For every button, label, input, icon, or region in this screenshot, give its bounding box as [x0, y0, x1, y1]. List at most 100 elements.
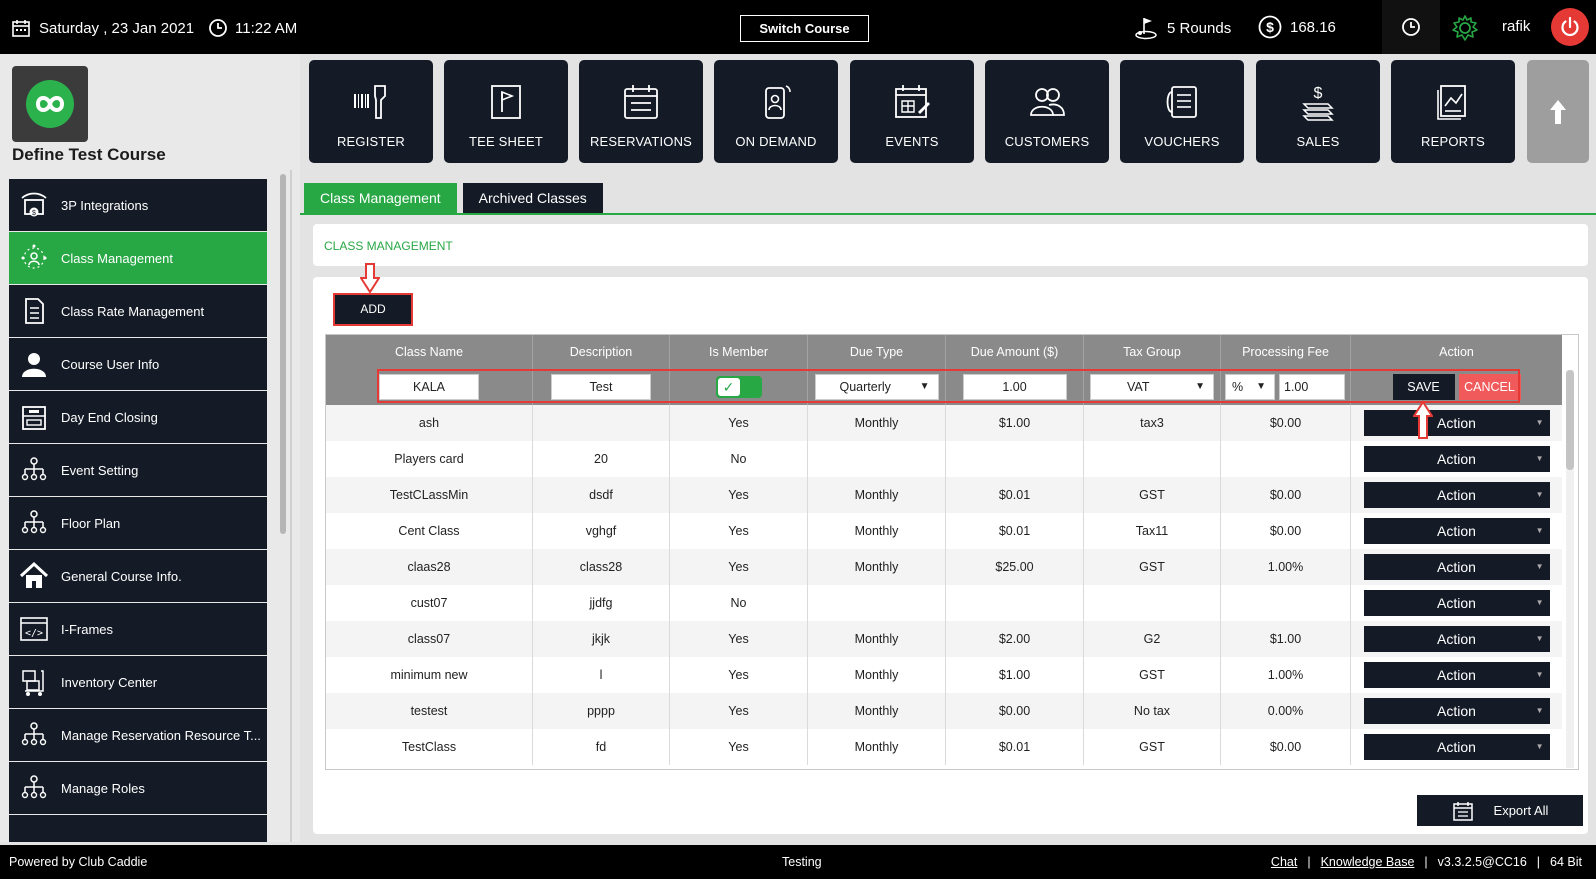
- history-button[interactable]: [1382, 0, 1440, 54]
- powered-by: Powered by Club Caddie: [9, 855, 148, 869]
- svg-text:$: $: [1314, 85, 1323, 102]
- sidebar-item-course-user-info[interactable]: Course User Info: [9, 338, 267, 390]
- header-due-type[interactable]: Due Type: [808, 335, 946, 369]
- sidebar-item-partial[interactable]: [9, 815, 267, 842]
- action-dropdown[interactable]: Action ▼: [1363, 482, 1550, 508]
- sidebar-item-floor-plan[interactable]: Floor Plan: [9, 497, 267, 549]
- fee-type-select[interactable]: % ▼: [1225, 374, 1275, 400]
- event-calendar-icon: [895, 85, 930, 118]
- tax-group-select[interactable]: VAT ▼: [1090, 374, 1214, 400]
- calendar-export-icon: [1452, 801, 1473, 821]
- class-name-input[interactable]: KALA: [379, 374, 479, 400]
- switch-course-button[interactable]: Switch Course: [740, 15, 869, 42]
- integration-icon: $: [13, 179, 55, 231]
- add-button[interactable]: ADD: [333, 293, 413, 326]
- table-row[interactable]: ash Yes Monthly $1.00 tax3 $0.00 Action ▼: [326, 405, 1562, 441]
- action-dropdown[interactable]: Action ▼: [1363, 554, 1550, 580]
- sidebar-item-class-management[interactable]: Class Management: [9, 232, 267, 284]
- due-amount-input[interactable]: 1.00: [962, 374, 1067, 400]
- action-dropdown[interactable]: Action ▼: [1363, 446, 1550, 472]
- nav-events[interactable]: EVENTS: [850, 60, 974, 163]
- sidebar-item-label: Class Rate Management: [61, 303, 205, 319]
- settings-button[interactable]: [1450, 13, 1480, 43]
- table-row[interactable]: testest pppp Yes Monthly $0.00 No tax 0.00% Act…: [326, 693, 1562, 729]
- header-class-name[interactable]: Class Name: [326, 335, 533, 369]
- check-icon: ✓: [717, 378, 740, 396]
- sidebar-item-event-setting[interactable]: Event Setting: [9, 444, 267, 496]
- action-dropdown[interactable]: Action ▼: [1363, 662, 1550, 688]
- tab-class-management[interactable]: Class Management: [304, 183, 457, 213]
- table-row[interactable]: Cent Class vghgf Yes Monthly $0.01 Tax11 $0.00…: [326, 513, 1562, 549]
- action-dropdown[interactable]: Action ▼: [1363, 698, 1550, 724]
- rounds-display[interactable]: 5 Rounds: [1133, 16, 1231, 40]
- table-row[interactable]: cust07 jjdfg No Action ▼: [326, 585, 1562, 621]
- table-row[interactable]: TestCLassMin dsdf Yes Monthly $0.01 GST $0.00 A…: [326, 477, 1562, 513]
- cell-due-type: Monthly: [808, 513, 946, 549]
- save-button[interactable]: SAVE: [1392, 374, 1455, 400]
- version-text: v3.3.2.5@CC16: [1437, 855, 1527, 869]
- username[interactable]: rafik: [1502, 18, 1531, 35]
- dollar-stack-icon: $: [1302, 85, 1334, 121]
- nav-reports[interactable]: REPORTS: [1391, 60, 1515, 163]
- table-header-row: Class Name Description Is Member Due Typ…: [326, 335, 1562, 369]
- due-type-select[interactable]: Quarterly ▼: [814, 374, 939, 400]
- users-icon: [1030, 88, 1065, 116]
- table-row[interactable]: minimum new l Yes Monthly $1.00 GST 1.00% Actio…: [326, 657, 1562, 693]
- header-is-member[interactable]: Is Member: [670, 335, 808, 369]
- arrow-up-icon: [1550, 99, 1566, 124]
- sidebar-item-3p-integrations[interactable]: $ 3P Integrations: [9, 179, 267, 231]
- action-dropdown[interactable]: Action ▼: [1363, 734, 1550, 760]
- balance-display[interactable]: $ 168.16: [1258, 15, 1336, 39]
- cash-register-icon: [13, 391, 55, 443]
- nav-on-demand[interactable]: ON DEMAND: [714, 60, 838, 163]
- header-tax-group[interactable]: Tax Group: [1084, 335, 1221, 369]
- action-dropdown[interactable]: Action ▼: [1363, 518, 1550, 544]
- sidebar-item-class-rate-management[interactable]: Class Rate Management: [9, 285, 267, 337]
- header-due-amount[interactable]: Due Amount ($): [946, 335, 1084, 369]
- sidebar-item-manage-reservation-resource[interactable]: Manage Reservation Resource T...: [9, 709, 267, 761]
- is-member-toggle[interactable]: ✓: [715, 376, 762, 398]
- sidebar-item-manage-roles[interactable]: Manage Roles: [9, 762, 267, 814]
- nav-sales[interactable]: $ SALES: [1256, 60, 1380, 163]
- nav-register[interactable]: REGISTER: [309, 60, 433, 163]
- nav-tee-sheet[interactable]: TEE SHEET: [444, 60, 568, 163]
- sidebar-item-label: Class Management: [61, 250, 173, 266]
- nav-customers[interactable]: CUSTOMERS: [985, 60, 1109, 163]
- header-processing-fee[interactable]: Processing Fee: [1221, 335, 1351, 369]
- table-row[interactable]: class07 jkjk Yes Monthly $2.00 G2 $1.00 Action ▼: [326, 621, 1562, 657]
- action-dropdown[interactable]: Action ▼: [1363, 590, 1550, 616]
- action-dropdown[interactable]: Action ▼: [1363, 410, 1550, 436]
- description-input[interactable]: Test: [551, 374, 651, 400]
- cell-processing-fee: $0.00: [1221, 477, 1351, 513]
- fee-value-input[interactable]: 1.00: [1279, 374, 1345, 400]
- sidebar-scrollbar[interactable]: [280, 174, 286, 534]
- cell-due-amount: $25.00: [946, 549, 1084, 585]
- sidebar-item-label: Inventory Center: [61, 674, 158, 690]
- table-row[interactable]: claas28 class28 Yes Monthly $25.00 GST 1.00% Ac…: [326, 549, 1562, 585]
- table-row[interactable]: TestClass fd Yes Monthly $0.01 GST $0.00 Action…: [326, 729, 1562, 765]
- sidebar-item-inventory-center[interactable]: Inventory Center: [9, 656, 267, 708]
- sidebar-item-general-course-info[interactable]: General Course Info.: [9, 550, 267, 602]
- dollar-icon: $: [1258, 15, 1282, 39]
- caret-down-icon: ▼: [1535, 562, 1544, 571]
- logout-button[interactable]: [1551, 8, 1589, 46]
- header-description[interactable]: Description: [533, 335, 670, 369]
- table-scrollbar-track[interactable]: [1566, 370, 1574, 768]
- nav-reservations[interactable]: RESERVATIONS: [579, 60, 703, 163]
- table-scrollbar-thumb[interactable]: [1566, 370, 1574, 470]
- cell-due-type: Monthly: [808, 405, 946, 441]
- export-all-button[interactable]: Export All: [1417, 795, 1583, 826]
- table-row[interactable]: Players card 20 No Action ▼: [326, 441, 1562, 477]
- chat-link[interactable]: Chat: [1270, 855, 1298, 869]
- cancel-button[interactable]: CANCEL: [1458, 374, 1521, 400]
- action-dropdown[interactable]: Action ▼: [1363, 626, 1550, 652]
- nav-vouchers[interactable]: VOUCHERS: [1120, 60, 1244, 163]
- collapse-nav-button[interactable]: [1527, 60, 1589, 163]
- sidebar-item-i-frames[interactable]: </> I-Frames: [9, 603, 267, 655]
- club-caddie-logo: [12, 66, 88, 142]
- cell-processing-fee: [1221, 585, 1351, 621]
- tab-archived-classes[interactable]: Archived Classes: [462, 183, 603, 213]
- cell-due-amount: [946, 441, 1084, 477]
- knowledge-base-link[interactable]: Knowledge Base: [1320, 855, 1415, 869]
- sidebar-item-day-end-closing[interactable]: Day End Closing: [9, 391, 267, 443]
